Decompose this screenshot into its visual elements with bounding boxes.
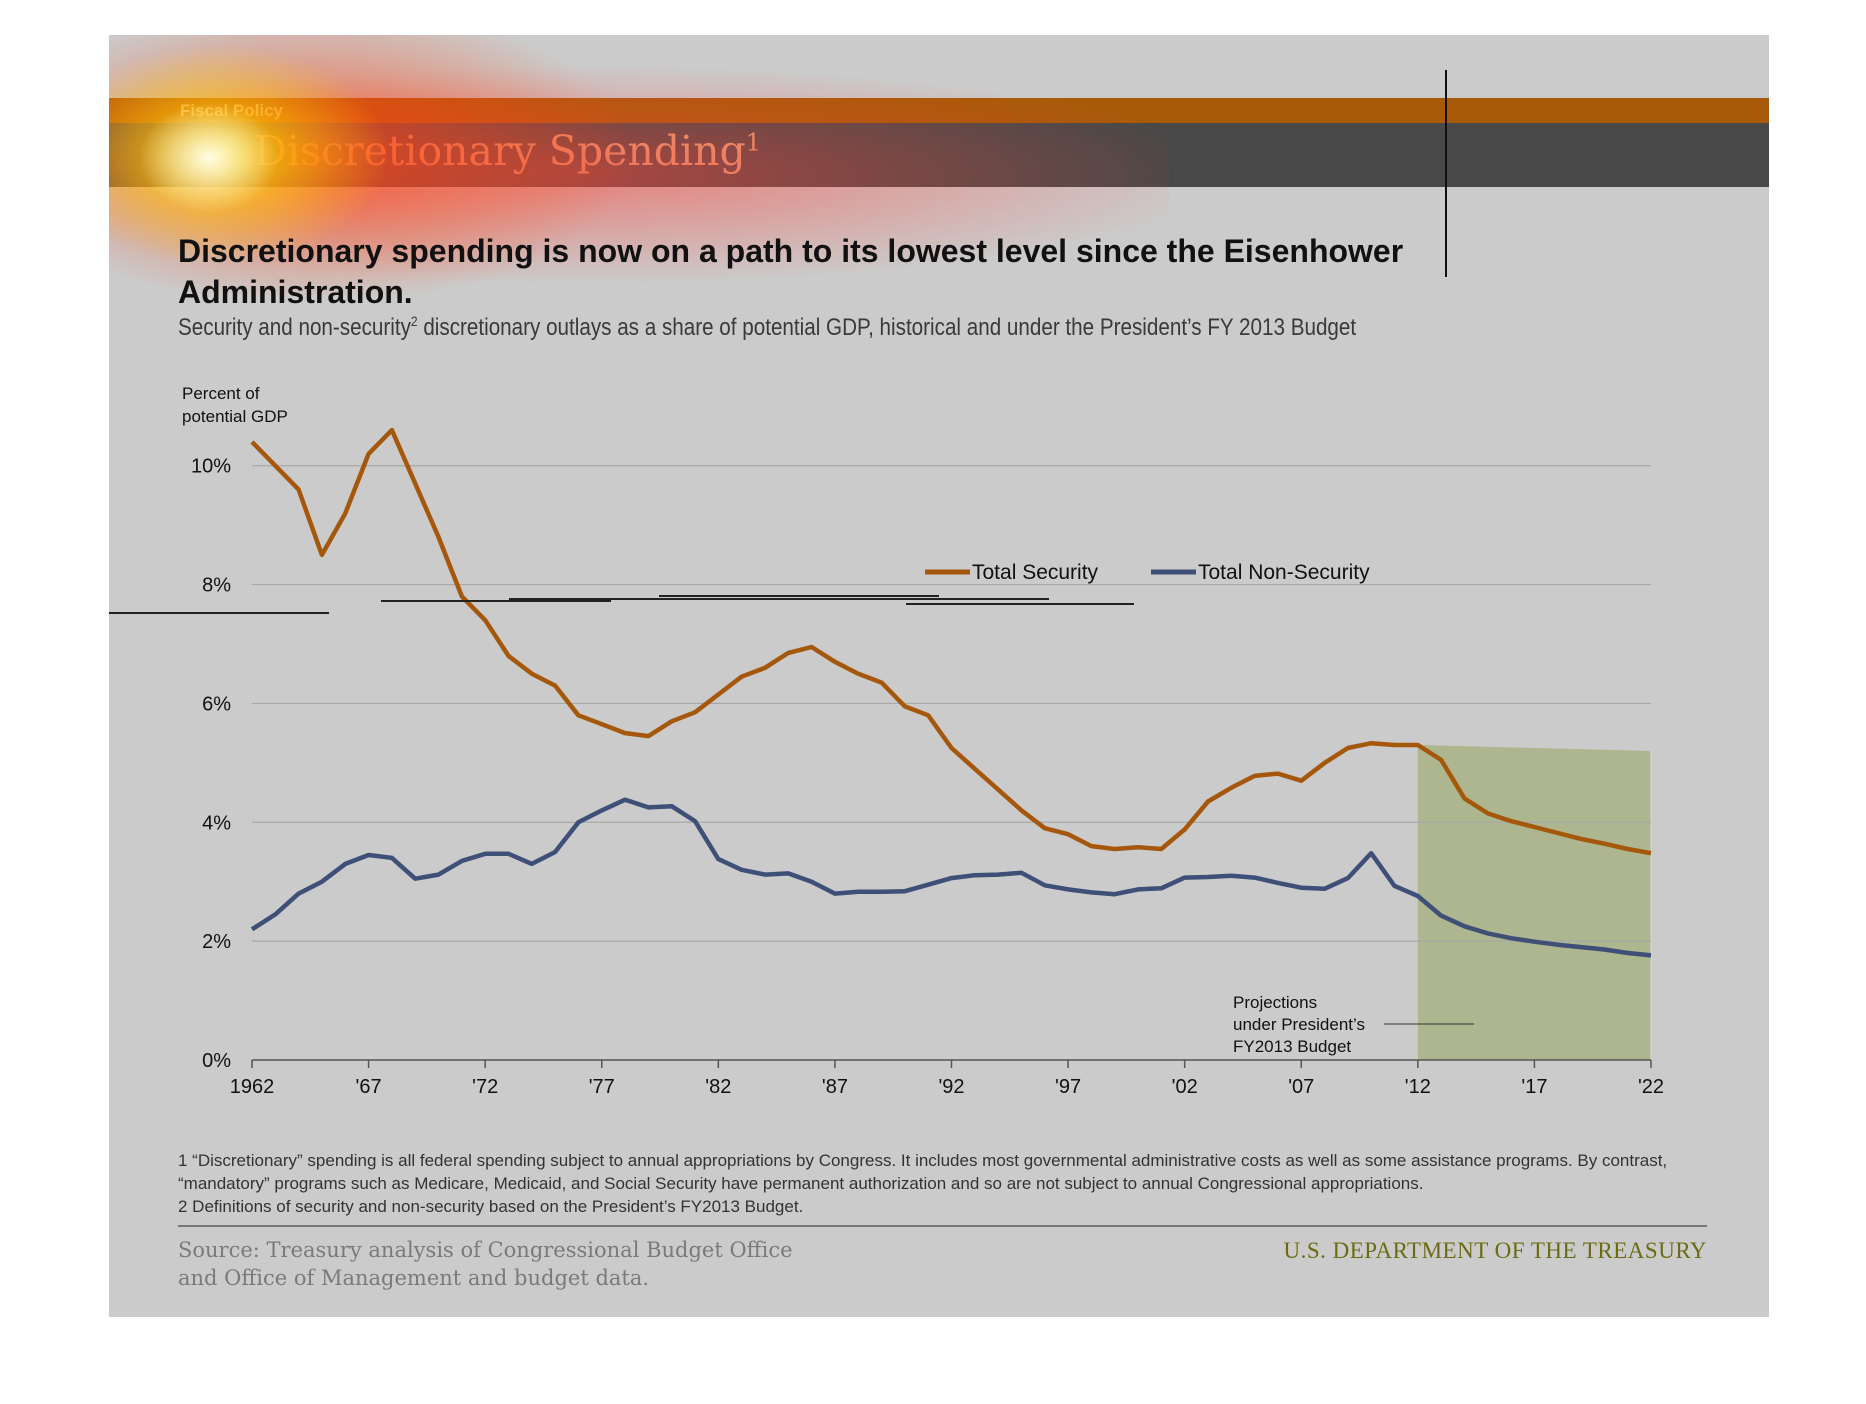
- x-tick-label: '87: [822, 1076, 848, 1098]
- x-tick-label: '02: [1172, 1076, 1198, 1098]
- subtitle-footnote-mark: 2: [410, 313, 418, 329]
- y-tick-label: 0%: [202, 1050, 231, 1072]
- y-tick-label: 8%: [202, 575, 231, 597]
- x-tick-label: '67: [356, 1076, 382, 1098]
- source-note: Source: Treasury analysis of Congression…: [178, 1238, 793, 1290]
- slide: Fiscal Policy Discretionary Spending1 Di…: [109, 35, 1769, 1317]
- annotation-underline: [381, 600, 611, 602]
- subtitle-part-1: Security and non-security: [178, 314, 411, 341]
- agency-name: U.S. DEPARTMENT OF THE TREASURY: [1283, 1238, 1707, 1263]
- annotation-line: [1445, 70, 1447, 277]
- footnote-2: 2 Definitions of security and non-securi…: [178, 1197, 804, 1216]
- legend-label: Total Security: [972, 561, 1099, 584]
- footnote-1: 1 “Discretionary” spending is all federa…: [178, 1151, 1668, 1193]
- annotation-underline: [509, 598, 1049, 600]
- projection-shaded-area: [1417, 745, 1651, 1060]
- projection-annotation: FY2013 Budget: [1233, 1037, 1351, 1056]
- x-tick-label: '77: [589, 1076, 615, 1098]
- x-tick-label: 1962: [230, 1076, 275, 1098]
- annotation-underline: [109, 612, 329, 614]
- x-tick-label: '82: [705, 1076, 731, 1098]
- footer-rule: [178, 1225, 1707, 1227]
- annotation-underline: [906, 603, 1134, 605]
- subtitle-part-2: discretionary outlays as a share of pote…: [417, 314, 1357, 341]
- y-tick-label: 10%: [191, 456, 231, 478]
- x-tick-label: '07: [1288, 1076, 1314, 1098]
- legend-label: Total Non-Security: [1198, 561, 1370, 584]
- y-tick-label: 4%: [202, 812, 231, 834]
- security-line: [250, 427, 1652, 856]
- chart-subtitle: Security and non-security2 discretionary…: [178, 313, 1356, 342]
- y-axis-label-line-2: potential GDP: [182, 407, 288, 426]
- headline: Discretionary spending is now on a path …: [178, 233, 1404, 310]
- footnotes: 1 “Discretionary” spending is all federa…: [178, 1149, 1698, 1218]
- y-tick-label: 2%: [202, 931, 231, 953]
- annotation-underline: [659, 595, 939, 597]
- line-chart: 0% 2% 4% 6% 8% 10% Percent of potential GDP 1962…: [182, 384, 1664, 1098]
- x-tick-label: '92: [938, 1076, 964, 1098]
- non-security-line: [250, 797, 1652, 958]
- x-tick-label: '97: [1055, 1076, 1081, 1098]
- x-tick-label: '22: [1638, 1076, 1664, 1098]
- x-tick-label: '72: [472, 1076, 498, 1098]
- x-tick-label: '17: [1521, 1076, 1547, 1098]
- y-axis-label-line-1: Percent of: [182, 384, 260, 403]
- y-tick-label: 6%: [202, 693, 231, 715]
- projection-annotation: Projections: [1233, 993, 1317, 1012]
- projection-annotation: under President’s: [1233, 1015, 1365, 1034]
- x-tick-label: '12: [1405, 1076, 1431, 1098]
